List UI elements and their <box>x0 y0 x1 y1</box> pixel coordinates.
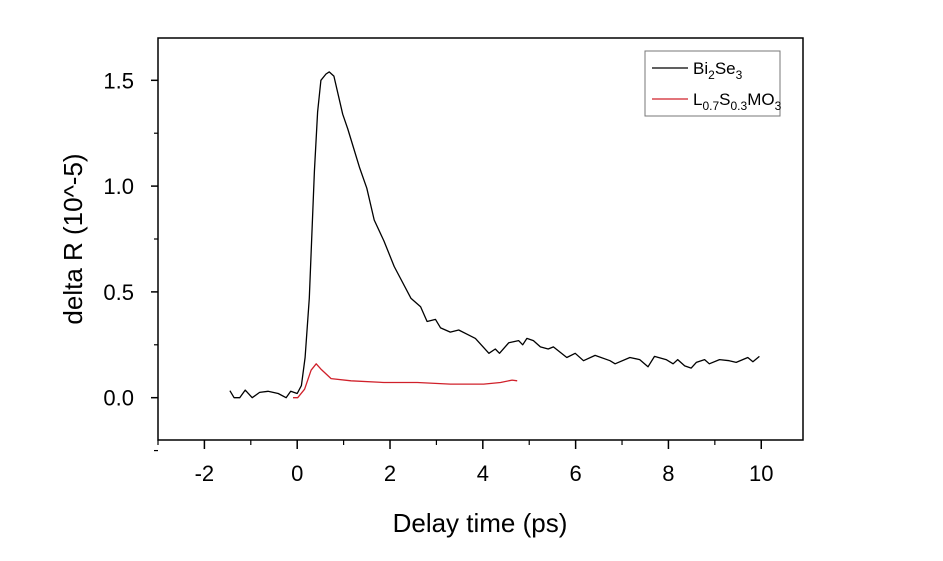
series-line-0 <box>229 71 760 399</box>
y-axis-label: delta R (10^-5) <box>58 153 88 324</box>
legend-subscript: 2 <box>708 68 715 82</box>
y-tick-label: 0.5 <box>103 280 134 305</box>
series-line-1 <box>293 363 518 399</box>
series-lines <box>229 71 760 399</box>
legend-text: Bi <box>693 59 708 78</box>
legend-text: Se <box>715 59 736 78</box>
x-axis-label: Delay time (ps) <box>393 508 568 538</box>
legend-box <box>644 50 781 117</box>
x-tick-label: 8 <box>662 461 674 486</box>
y-tick-label: 0.0 <box>103 386 134 411</box>
legend-label-lsmo: L0.7​S0.3​MO3​ <box>693 90 782 113</box>
x-tick-label: 0 <box>291 461 303 486</box>
x-tick-label: 10 <box>749 461 773 486</box>
x-tick-label: 6 <box>570 461 582 486</box>
y-tick-label: 1.5 <box>103 68 134 93</box>
x-axis-ticks: -2 0 2 4 6 8 10 <box>157 440 773 486</box>
x-tick-label: 4 <box>477 461 489 486</box>
legend-label-bi2se3: Bi2​Se3​ <box>693 59 743 82</box>
legend-text: L <box>693 90 702 109</box>
legend-subscript: 0.3 <box>731 99 748 113</box>
legend-text: S <box>719 90 730 109</box>
legend-subscript: 0.7 <box>702 99 719 113</box>
legend-subscript: 3 <box>775 99 782 113</box>
legend: Bi2​Se3​ L0.7​S0.3​MO3​ <box>644 50 782 117</box>
y-axis-ticks: 0.0 0.5 1.0 1.5 <box>103 68 158 452</box>
legend-subscript: 3 <box>736 68 743 82</box>
x-tick-label: 2 <box>384 461 396 486</box>
x-tick-label: -2 <box>195 461 215 486</box>
legend-text: MO <box>747 90 774 109</box>
y-tick-label: 1.0 <box>103 174 134 199</box>
